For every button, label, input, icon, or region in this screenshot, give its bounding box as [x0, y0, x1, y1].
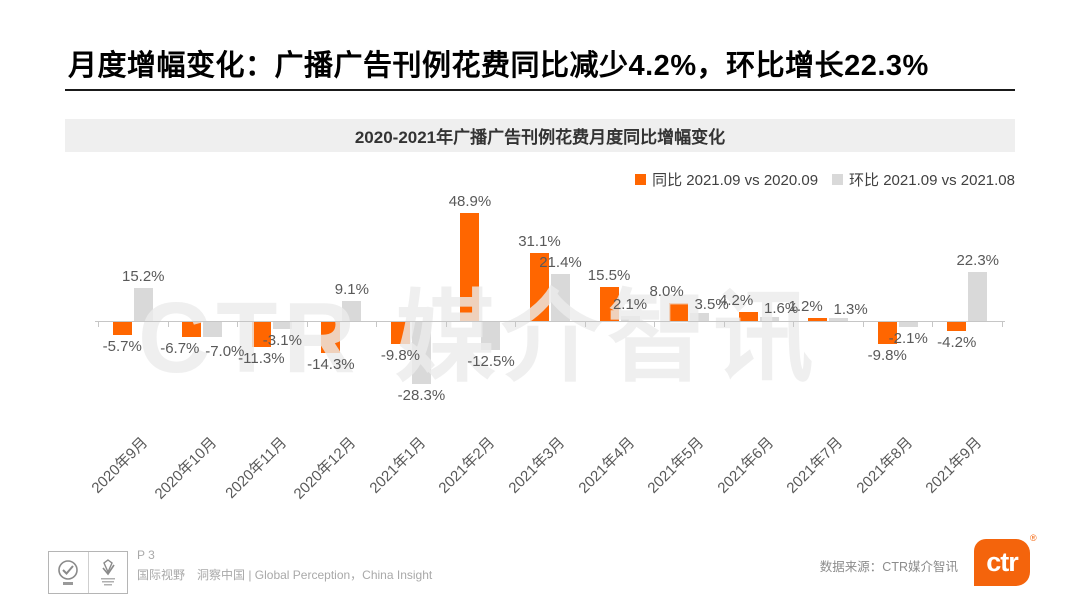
bar-yoy-label: -5.7%	[102, 337, 142, 355]
bar-mom-label: -28.3%	[397, 387, 446, 405]
bar-yoy-label: -9.8%	[380, 346, 421, 364]
page-number: P 3	[137, 548, 155, 562]
x-axis-tick	[306, 322, 308, 327]
bar-mom	[342, 300, 362, 321]
bar-mom-label: -7.0%	[205, 343, 245, 361]
bar-yoy-label: 1.2%	[788, 298, 823, 316]
quality-certification-icon	[87, 552, 128, 593]
x-axis-tick	[584, 322, 586, 327]
bar-yoy	[808, 318, 828, 321]
x-axis-tick	[167, 322, 169, 327]
x-axis-tick	[932, 322, 934, 327]
bar-mom-label: 2.1%	[612, 296, 648, 314]
bar-mom	[551, 273, 570, 321]
bar-mom	[203, 322, 223, 338]
bar-mom-label: 9.1%	[334, 280, 369, 298]
bar-mom-label: 22.3%	[956, 251, 1000, 269]
bar-yoy	[460, 213, 480, 321]
x-axis-tick	[654, 322, 656, 327]
bar-mom-label: 21.4%	[539, 253, 582, 271]
certification-badges	[48, 551, 128, 594]
sgs-certification-icon	[49, 552, 88, 593]
x-axis-tick	[723, 322, 725, 327]
bar-mom	[620, 316, 640, 321]
bar-mom-label: 15.2%	[121, 267, 165, 285]
bar-mom	[272, 322, 292, 329]
bar-yoy-label: 31.1%	[518, 232, 561, 250]
bar-mom	[133, 287, 153, 321]
ctr-logo: ctr	[974, 539, 1030, 586]
bar-mom	[411, 322, 431, 385]
bar-yoy-label: -14.3%	[307, 356, 355, 374]
page-title: 月度增幅变化：广播广告刊例花费同比减少4.2%，环比增长22.3%	[68, 50, 929, 82]
bar-yoy	[251, 322, 271, 347]
bar-yoy-label: 8.0%	[649, 283, 684, 301]
bar-yoy	[738, 311, 758, 321]
bar-yoy-label: -9.8%	[867, 346, 907, 364]
legend-label-yoy: 同比 2021.09 vs 2020.09	[652, 172, 819, 189]
legend-item-yoy: 同比 2021.09 vs 2020.09	[635, 169, 818, 190]
bar-mom	[968, 271, 988, 321]
bar-mom	[481, 322, 501, 350]
legend-label-mom: 环比 2021.09 vs 2021.08	[849, 172, 1015, 189]
x-axis-tick	[445, 322, 447, 327]
bar-mom-label: -12.5%	[467, 352, 515, 370]
title-underline	[65, 89, 1015, 91]
bar-yoy-label: -6.7%	[160, 339, 200, 357]
bar-yoy	[321, 322, 341, 354]
bar-mom-label: 1.3%	[833, 301, 868, 319]
footer-tagline: 国际视野 洞察中国 | Global Perception，China Insi…	[137, 568, 433, 582]
bar-yoy	[877, 322, 897, 344]
legend-swatch-yoy-icon	[635, 174, 647, 185]
bar-yoy-label: -4.2%	[937, 334, 977, 352]
chart-title: 2020-2021年广播广告刊例花费月度同比增幅变化	[354, 128, 726, 147]
bar-yoy	[530, 252, 549, 321]
chart-legend: 同比 2021.09 vs 2020.09 环比 2021.09 vs 2021…	[635, 169, 1015, 190]
bar-mom-label: -2.1%	[888, 329, 928, 347]
ctr-watermark: CTR 媒介智讯	[138, 282, 820, 394]
bar-yoy	[947, 322, 967, 332]
chart-title-banner: 2020-2021年广播广告刊例花费月度同比增幅变化	[65, 119, 1015, 152]
x-axis-tick	[515, 322, 517, 327]
bar-mom-label: 3.5%	[694, 296, 729, 314]
x-axis-tick	[98, 322, 99, 327]
bar-mom	[690, 313, 710, 321]
bar-mom-label: -3.1%	[262, 331, 302, 349]
bar-yoy-label: 48.9%	[448, 193, 492, 211]
bar-yoy-label: 4.2%	[719, 291, 754, 309]
bar-yoy	[599, 286, 619, 321]
bar-yoy	[390, 322, 410, 344]
bar-yoy	[182, 322, 202, 337]
bar-yoy-label: -11.3%	[238, 349, 285, 367]
data-source: 数据来源：CTR媒介智讯	[819, 560, 958, 574]
registered-mark: ®	[1030, 533, 1037, 543]
bar-mom	[759, 317, 779, 321]
x-axis-line	[95, 321, 1005, 322]
x-axis-tick	[862, 322, 864, 327]
x-axis-tick	[376, 322, 378, 327]
x-axis-tick	[793, 322, 795, 327]
ctr-logo-text: ctr	[986, 547, 1019, 577]
legend-swatch-mom-icon	[832, 174, 844, 185]
bar-yoy-label: 15.5%	[587, 266, 631, 284]
legend-item-mom: 环比 2021.09 vs 2021.08	[832, 169, 1015, 190]
x-axis-tick	[1002, 322, 1004, 327]
x-axis-tick	[237, 322, 239, 327]
bar-mom	[829, 318, 849, 321]
bar-mom-label: 1.6%	[764, 300, 799, 318]
bar-mom	[898, 322, 918, 327]
bar-yoy	[669, 303, 689, 321]
bar-yoy	[112, 322, 132, 335]
